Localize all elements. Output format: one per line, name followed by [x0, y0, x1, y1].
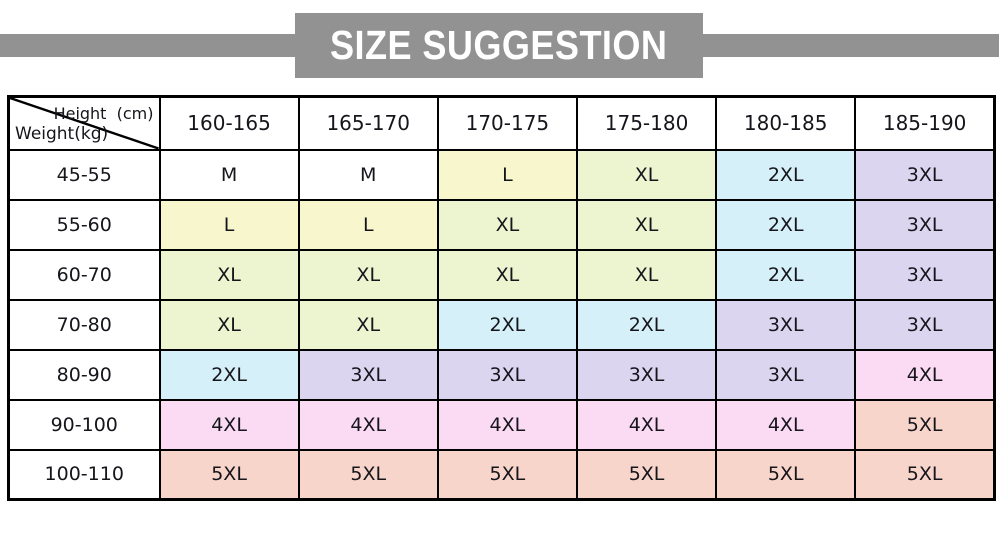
table-row: 55-60 L L XL XL 2XL 3XL — [7, 198, 996, 251]
size-cell: L — [158, 198, 300, 251]
size-cell: 4XL — [854, 348, 996, 401]
size-cell: 3XL — [436, 348, 578, 401]
size-cell: 3XL — [715, 348, 857, 401]
table-row: 60-70 XL XL XL XL 2XL 3XL — [7, 248, 996, 301]
weight-label: 100-110 — [7, 448, 161, 501]
size-cell: 3XL — [575, 348, 718, 401]
column-header-height-5: 185-190 — [854, 95, 996, 151]
size-cell: 3XL — [854, 248, 996, 301]
size-cell: XL — [436, 198, 578, 251]
weight-label: 70-80 — [7, 298, 161, 351]
weight-label: 55-60 — [7, 198, 161, 251]
table-row: 90-100 4XL 4XL 4XL 4XL 4XL 5XL — [7, 398, 996, 451]
size-cell: M — [297, 148, 439, 201]
table-row: 70-80 XL XL 2XL 2XL 3XL 3XL — [7, 298, 996, 351]
weight-label: 90-100 — [7, 398, 161, 451]
size-cell: 5XL — [158, 448, 300, 501]
size-cell: 2XL — [436, 298, 578, 351]
size-cell: 3XL — [854, 148, 996, 201]
size-cell: XL — [158, 248, 300, 301]
size-cell: 5XL — [854, 448, 996, 501]
header-row: Height (cm) Weight(kg) 160-165 165-170 1… — [7, 95, 996, 151]
size-cell: 3XL — [715, 298, 857, 351]
size-cell: XL — [575, 248, 718, 301]
size-cell: 2XL — [715, 198, 857, 251]
size-cell: 5XL — [297, 448, 439, 501]
column-header-height-2: 170-175 — [436, 95, 578, 151]
column-header-height-3: 175-180 — [575, 95, 718, 151]
table-row: 80-90 2XL 3XL 3XL 3XL 3XL 4XL — [7, 348, 996, 401]
corner-cell: Height (cm) Weight(kg) — [7, 95, 161, 151]
size-cell: 4XL — [436, 398, 578, 451]
size-cell: 2XL — [715, 148, 857, 201]
title-banner: SIZE SUGGESTION — [295, 13, 703, 78]
table-row: 100-110 5XL 5XL 5XL 5XL 5XL 5XL — [7, 448, 996, 501]
size-cell: XL — [158, 298, 300, 351]
size-cell: L — [297, 198, 439, 251]
diagonal-line-icon — [10, 98, 158, 148]
size-cell: 2XL — [715, 248, 857, 301]
size-cell: 4XL — [575, 398, 718, 451]
size-cell: XL — [575, 198, 718, 251]
size-cell: 5XL — [854, 398, 996, 451]
column-header-height-4: 180-185 — [715, 95, 857, 151]
weight-axis-label: Weight(kg) — [15, 123, 109, 144]
table-row: 45-55 M M L XL 2XL 3XL — [7, 148, 996, 201]
size-cell: 5XL — [436, 448, 578, 501]
size-table: Height (cm) Weight(kg) 160-165 165-170 1… — [7, 95, 996, 501]
weight-label: 60-70 — [7, 248, 161, 301]
size-cell: L — [436, 148, 578, 201]
size-cell: M — [158, 148, 300, 201]
size-cell: 4XL — [715, 398, 857, 451]
size-cell: 2XL — [575, 298, 718, 351]
size-cell: XL — [297, 298, 439, 351]
size-cell: 2XL — [158, 348, 300, 401]
size-cell: 3XL — [297, 348, 439, 401]
size-cell: 4XL — [297, 398, 439, 451]
size-cell: XL — [436, 248, 578, 301]
size-cell: 5XL — [715, 448, 857, 501]
size-cell: 3XL — [854, 198, 996, 251]
size-cell: 5XL — [575, 448, 718, 501]
size-cell: XL — [575, 148, 718, 201]
height-axis-label: Height (cm) — [53, 104, 154, 123]
column-header-height-1: 165-170 — [297, 95, 439, 151]
column-header-height-0: 160-165 — [158, 95, 300, 151]
weight-label: 45-55 — [7, 148, 161, 201]
weight-label: 80-90 — [7, 348, 161, 401]
size-cell: 4XL — [158, 398, 300, 451]
page-title: SIZE SUGGESTION — [330, 22, 668, 68]
size-cell: 3XL — [854, 298, 996, 351]
size-cell: XL — [297, 248, 439, 301]
